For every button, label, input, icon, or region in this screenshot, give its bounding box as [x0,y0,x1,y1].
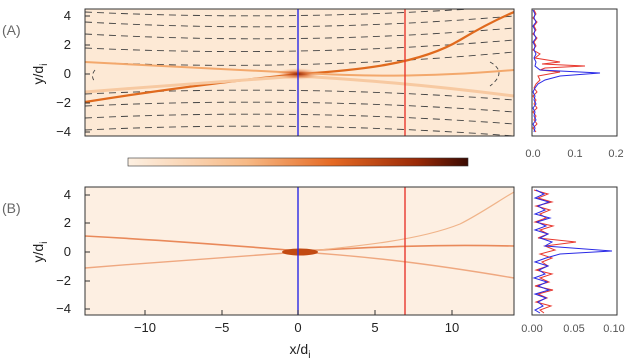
pa-xtick-0: 0.0 [525,148,540,160]
panel-b-plot [85,191,514,279]
pb-xtick-1: 0.05 [563,323,584,335]
a-ylabel-sub: i [39,64,50,66]
b-xtick-5: 5 [371,320,378,335]
profile-b-frame [531,186,618,316]
b-xtick-m10: −10 [134,320,156,335]
b-xtick-0: 0 [294,320,301,335]
pa-xtick-1: 0.1 [567,148,582,160]
a-ylabel-main: y/d [30,66,46,85]
panel-a-label: (A) [2,22,21,38]
b-ylabel-sub: i [39,242,50,244]
panel-b: (B) 4 2 0 −2 −4 y/di −10 −5 0 [2,186,515,361]
panel-b-y-ticks [85,194,90,310]
b-x-point [282,248,318,256]
b-xlabel: x/di [290,341,311,361]
panel-b-ylabel: y/di [30,242,50,263]
a-ytick-4: 4 [64,8,71,23]
b-ytick-2: 2 [64,215,71,230]
profile-a-blue [532,9,601,133]
pb-xtick-0: 0.00 [521,323,542,335]
b-xlabel-sub: i [308,350,310,361]
a-ytick-0: 0 [64,66,71,81]
b-xtick-m5: −5 [215,320,230,335]
panel-a: (A) [2,8,515,139]
panel-b-x-ticks [144,310,453,315]
panel-a-plot [85,9,514,136]
current-sheet-main [85,10,514,104]
b-ylabel-main: y/d [30,244,46,263]
b-ytick-0: 0 [64,244,71,259]
panel-a-frame [84,8,515,137]
profile-b-blue [532,189,613,314]
colorbar [127,157,469,167]
panel-b-frame [84,186,515,316]
pb-xtick-2: 0.10 [603,323,624,335]
a-ytick-2: 2 [64,37,71,52]
b-ytick-m4: −4 [56,301,71,316]
b-sheet-diag [299,191,514,253]
panel-b-profile: 0.00 0.05 0.10 [521,186,625,335]
panel-a-y-ticks [85,15,90,133]
svg-text:y/di: y/di [30,242,50,263]
profile-a-frame [531,8,618,137]
pa-xtick-2: 0.2 [608,148,623,160]
panel-a-ylabel: y/di [30,64,50,85]
a-ytick-m4: −4 [56,124,71,139]
panel-b-label: (B) [2,200,21,216]
b-xtick-10: 10 [445,320,459,335]
svg-text:y/di: y/di [30,64,50,85]
b-ytick-4: 4 [64,187,71,202]
b-xlabel-main: x/d [290,341,309,357]
a-ytick-m2: −2 [56,95,71,110]
field-loop-left [92,69,96,83]
field-loop-right [489,61,500,87]
b-ytick-m2: −2 [56,273,71,288]
panel-a-profile: 0.0 0.1 0.2 [525,8,624,160]
profile-b-red [533,189,577,314]
